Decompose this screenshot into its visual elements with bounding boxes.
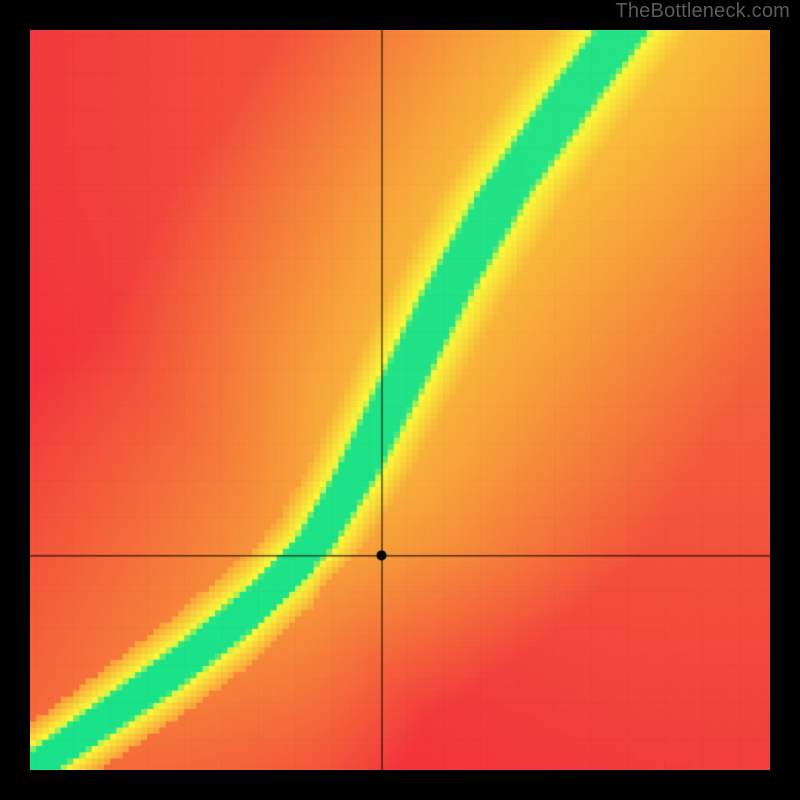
heatmap-canvas — [30, 30, 770, 770]
watermark-text: TheBottleneck.com — [615, 0, 790, 23]
chart-container: TheBottleneck.com — [0, 0, 800, 800]
heatmap-plot — [30, 30, 770, 770]
